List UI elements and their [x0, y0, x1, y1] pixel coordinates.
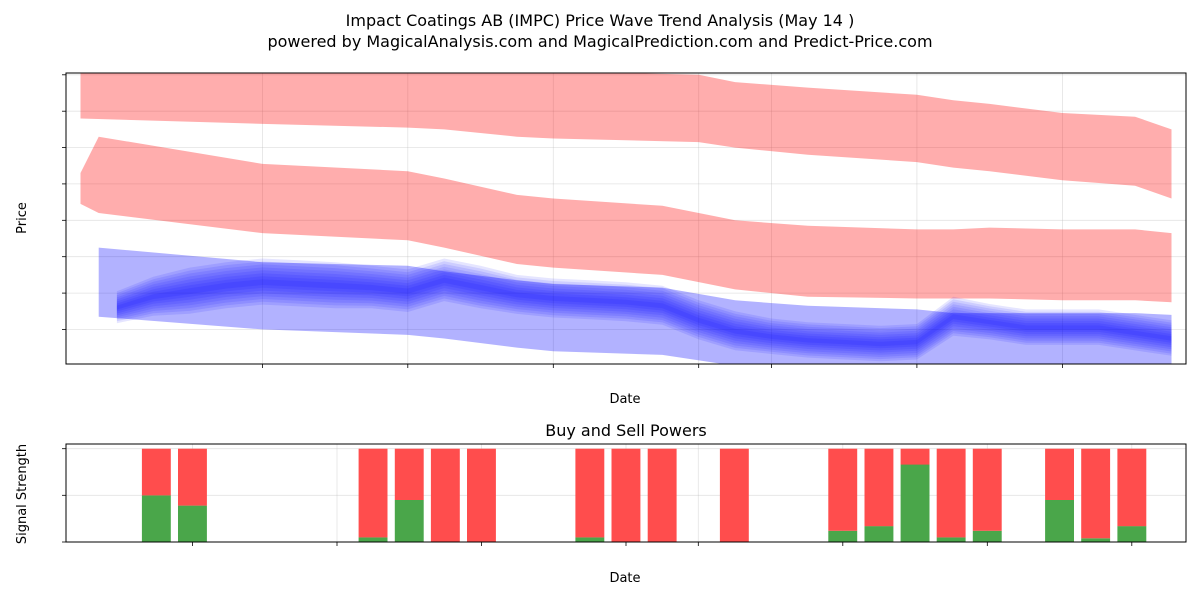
- price-wave-layer: [116, 258, 1172, 362]
- signal-y-axis-label: Signal Strength: [15, 444, 30, 544]
- buy-power-bar: [1045, 500, 1074, 542]
- sell-power-bar: [467, 448, 496, 542]
- sell-power-bar: [647, 448, 677, 542]
- price-plot-frame: [65, 72, 1187, 365]
- sell-power-bar: [141, 448, 171, 496]
- sell-power-bar: [358, 448, 388, 538]
- price-wave-layer: [116, 277, 1172, 347]
- sell-power-bar: [936, 448, 966, 538]
- sell-power-bar: [430, 448, 460, 542]
- price-wave-layer: [116, 274, 1172, 349]
- sell-power-bar: [1117, 448, 1147, 527]
- price-wave-layer: [116, 272, 1172, 351]
- price-bands: [80, 73, 1172, 364]
- buy-power-bar: [575, 537, 605, 542]
- buy-power-bar: [828, 530, 858, 542]
- buy-power-bar: [394, 500, 424, 542]
- signal-x-axis-label: Date: [609, 571, 640, 586]
- signal-chart-title: Buy and Sell Powers: [545, 421, 707, 440]
- price-waves: [116, 258, 1172, 362]
- sell-power-bar: [394, 448, 424, 500]
- price-axis-ticks: [62, 74, 1063, 368]
- price-y-axis-label: Price: [15, 202, 30, 234]
- price-wave-layer: [116, 261, 1172, 360]
- price-x-axis-label: Date: [609, 392, 640, 407]
- sell-power-bar: [972, 448, 1002, 531]
- sell-power-bar: [611, 448, 641, 542]
- buy-power-bar: [936, 537, 966, 542]
- sell-power-bar: [1045, 448, 1074, 500]
- buy-power-bar: [141, 495, 171, 542]
- buy-power-bar: [358, 537, 388, 542]
- signal-bars: [141, 448, 1147, 542]
- buy-power-bar: [864, 526, 894, 542]
- chart-subtitle: powered by MagicalAnalysis.com and Magic…: [267, 32, 932, 51]
- sell-power-bar: [828, 448, 858, 531]
- price-gridlines: [66, 73, 1186, 364]
- buy-power-bar: [972, 530, 1002, 542]
- signal-plot-frame: [65, 443, 1187, 543]
- price-plot: Date Price: [15, 72, 1187, 407]
- signal-axis-ticks: [62, 448, 1133, 546]
- signal-plot: Date Signal Strength: [15, 443, 1187, 586]
- upper-band-area: [80, 73, 1172, 199]
- price-wave-layer: [116, 269, 1172, 353]
- lower-band-area: [98, 247, 1172, 364]
- price-wave-layer: [116, 264, 1172, 357]
- sell-power-bar: [1081, 448, 1111, 539]
- buy-power-bar: [1081, 538, 1111, 542]
- middle-band-area: [80, 136, 1172, 303]
- chart-title: Impact Coatings AB (IMPC) Price Wave Tre…: [346, 11, 855, 30]
- buy-power-bar: [900, 464, 930, 542]
- sell-power-bar: [864, 448, 894, 527]
- sell-power-bar: [900, 448, 930, 465]
- price-wave-layer: [116, 266, 1172, 355]
- buy-power-bar: [1117, 526, 1147, 542]
- sell-power-bar: [719, 448, 749, 542]
- sell-power-bar: [178, 448, 207, 506]
- buy-power-bar: [178, 505, 207, 542]
- sell-power-bar: [575, 448, 605, 538]
